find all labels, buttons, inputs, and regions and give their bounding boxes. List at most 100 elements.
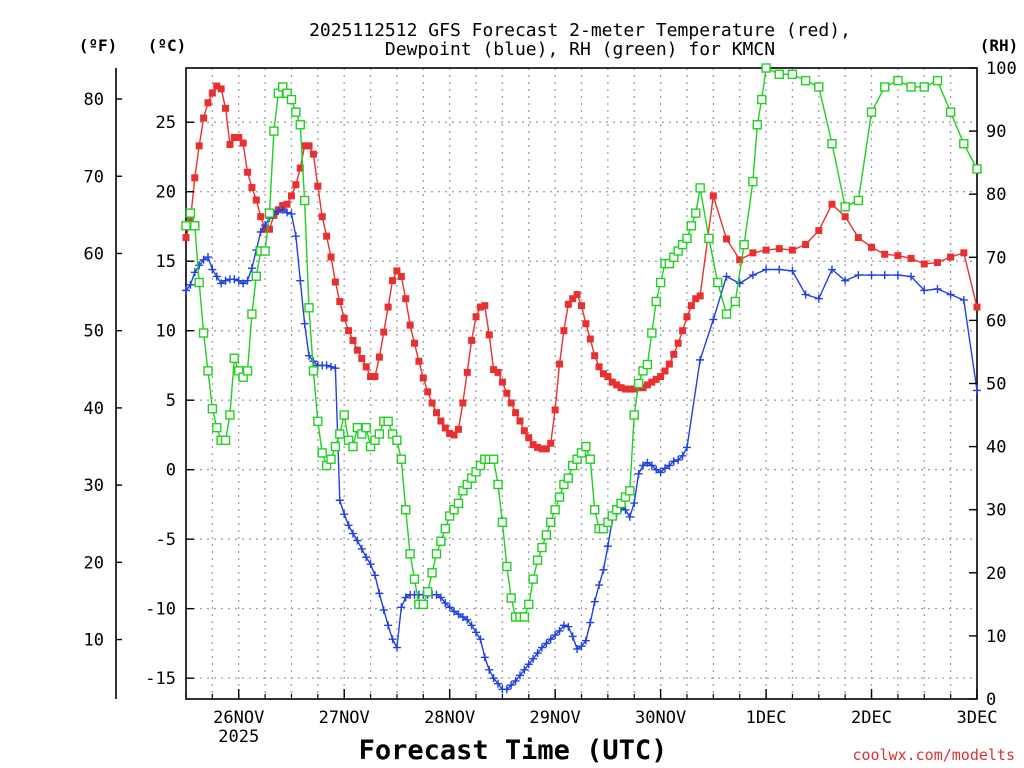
temperature-point — [582, 320, 590, 328]
rh-point — [418, 599, 428, 610]
temperature-point — [762, 246, 770, 254]
temperature-point — [648, 378, 656, 386]
dewpoint-point — [524, 660, 533, 669]
temperature-point — [775, 245, 783, 253]
rh-point — [436, 536, 446, 546]
temperature-point — [503, 389, 511, 397]
temperature-point — [692, 295, 700, 303]
temperature-point — [204, 99, 212, 107]
celsius-tick-label: 0 — [166, 461, 176, 481]
temperature-point — [336, 297, 344, 305]
dewpoint-point — [283, 208, 292, 217]
temperature-point — [520, 427, 528, 435]
celsius-tick-label: 10 — [156, 322, 176, 342]
dewpoint-point — [217, 279, 226, 288]
rh-point — [787, 69, 798, 80]
dewpoint-point — [678, 451, 687, 460]
rh-point — [686, 221, 697, 231]
temperature-point — [586, 335, 594, 343]
temperature-point — [657, 373, 665, 381]
credit-text: coolwx.com/modelts — [852, 746, 1015, 764]
rh-tick-label: 90 — [986, 122, 1006, 142]
temperature-point — [665, 360, 673, 368]
dewpoint-point — [647, 461, 656, 470]
rh-tick-label: 10 — [986, 627, 1006, 647]
rh-point — [339, 410, 349, 420]
rh-tick-label: 40 — [986, 438, 1006, 458]
temperature-point — [617, 384, 625, 392]
dewpoint-point — [397, 603, 406, 612]
temperature-point — [679, 327, 687, 335]
temperature-point — [494, 368, 502, 376]
temperature-point — [687, 302, 695, 310]
temperature-point — [828, 200, 836, 208]
rh-point — [585, 454, 595, 464]
dewpoint-point — [467, 621, 476, 630]
dewpoint-point — [230, 275, 239, 284]
temperature-point — [573, 291, 581, 299]
temperature-point — [296, 164, 304, 172]
rh-unit-label: (RH) — [980, 36, 1019, 55]
dewpoint-point — [379, 606, 388, 615]
rh-point — [247, 309, 257, 319]
dewpoint-point — [520, 665, 529, 674]
dewpoint-point — [920, 286, 929, 295]
rh-point — [647, 328, 657, 338]
rh-point — [625, 486, 635, 496]
rh-point — [422, 587, 433, 597]
dewpoint-point — [682, 443, 691, 452]
x-tick-label: 26NOV — [213, 708, 264, 728]
temperature-point — [643, 381, 651, 389]
dewpoint-point — [489, 674, 498, 683]
dewpoint-point — [564, 622, 573, 631]
temperature-point — [239, 139, 247, 147]
dewpoint-point — [212, 272, 221, 281]
temperature-point — [621, 385, 629, 393]
temperature-point — [529, 441, 537, 449]
celsius-tick-label: 5 — [166, 391, 176, 411]
celsius-tick-label: 15 — [156, 252, 176, 272]
dewpoint-point — [502, 685, 511, 694]
rh-point — [427, 568, 437, 578]
dewpoint-point — [748, 271, 757, 280]
rh-point — [431, 549, 442, 559]
temperature-point — [468, 336, 476, 344]
dewpoint-point — [709, 315, 718, 324]
dewpoint-point — [581, 636, 590, 645]
temperature-point — [881, 250, 889, 258]
rh-point — [181, 221, 191, 231]
temperature-point — [476, 303, 484, 311]
rh-point — [800, 75, 811, 86]
rh-point — [959, 139, 969, 149]
temperature-point — [441, 424, 449, 432]
grid-lines — [186, 68, 977, 699]
temperature-point — [248, 184, 256, 192]
celsius-tick-label: 20 — [156, 183, 176, 203]
rh-point — [194, 277, 204, 288]
series-layer — [181, 63, 982, 694]
temperature-point — [265, 225, 273, 233]
temperature-point — [551, 406, 559, 414]
temperature-point — [213, 82, 221, 90]
rh-point — [633, 378, 644, 389]
rh-point — [374, 429, 385, 439]
rh-point — [493, 479, 503, 490]
rh-point — [880, 82, 890, 92]
temperature-point — [446, 430, 454, 438]
dewpoint-point — [788, 266, 797, 275]
temperature-point — [599, 370, 607, 378]
temperature-point — [696, 292, 704, 300]
dewpoint-point — [221, 276, 230, 285]
dewpoint-point — [331, 364, 340, 373]
temperature-point — [428, 399, 436, 407]
dewpoint-point — [529, 654, 538, 663]
dewpoint-point — [353, 536, 362, 545]
dewpoint-point — [234, 276, 243, 285]
dewpoint-point — [827, 265, 836, 274]
dewpoint-point — [625, 512, 634, 521]
rh-point — [401, 505, 411, 515]
temperature-point — [287, 192, 295, 200]
rh-point — [330, 441, 341, 452]
temperature-point — [560, 327, 568, 335]
rh-point — [185, 208, 196, 218]
